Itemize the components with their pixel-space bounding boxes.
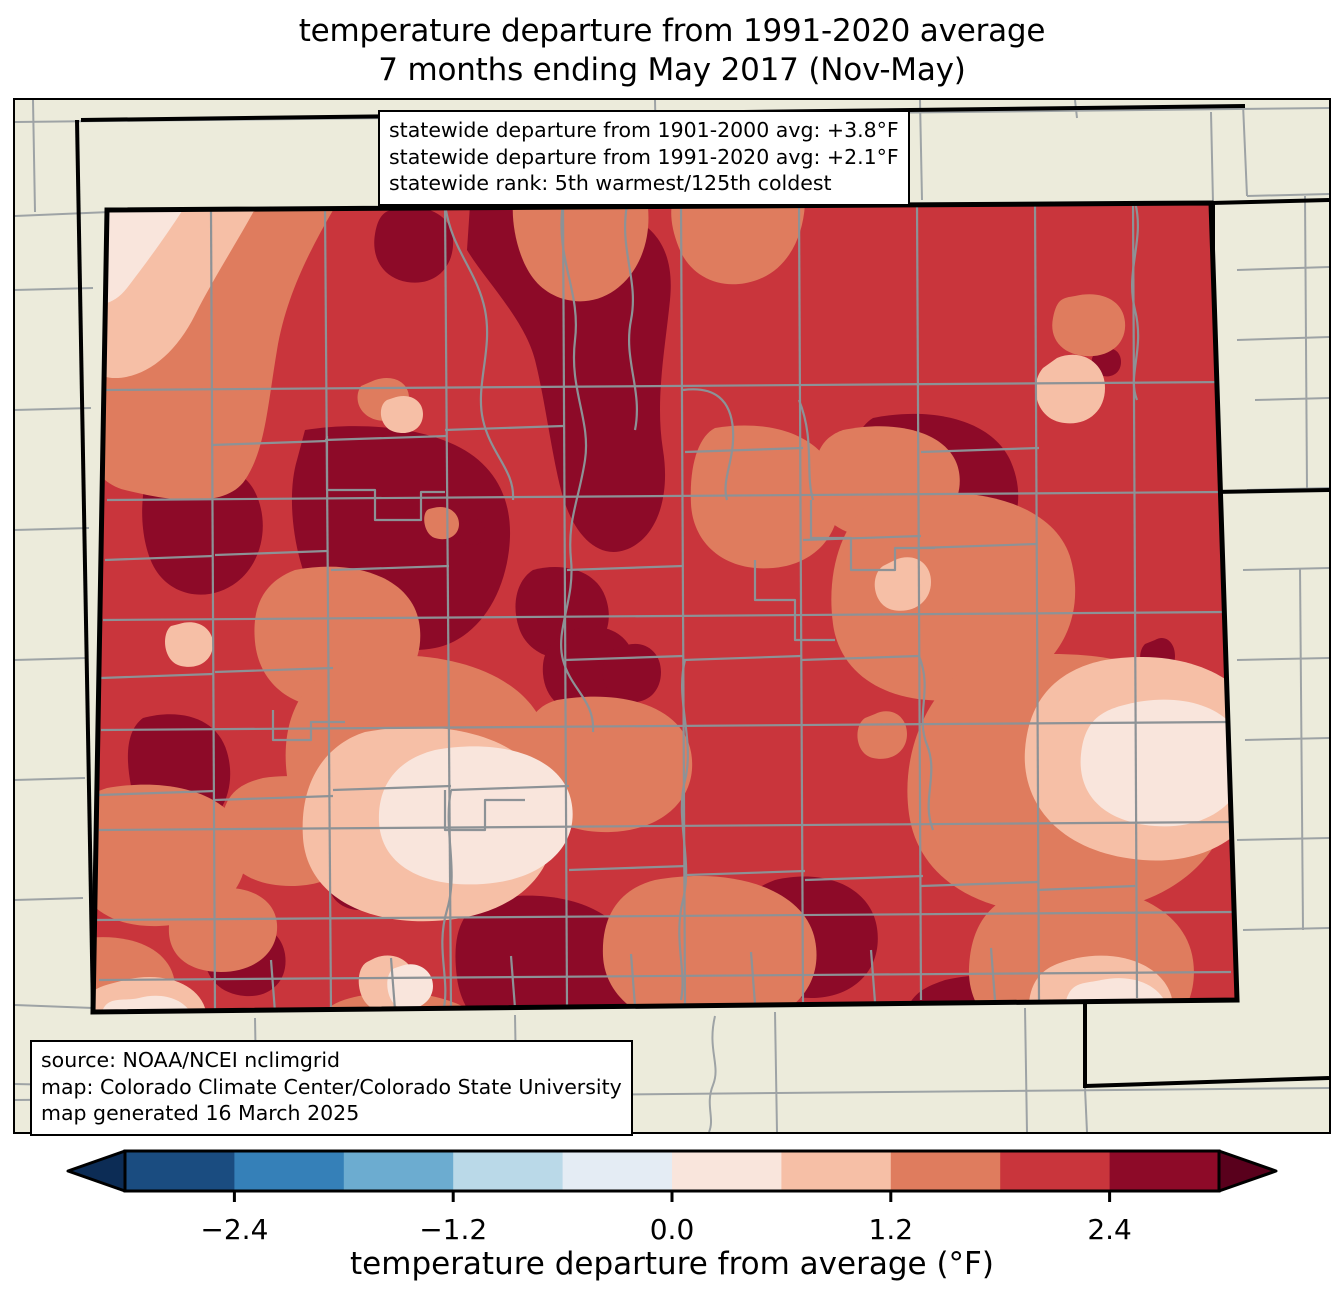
map-panel — [13, 98, 1331, 1134]
title-line-1: temperature departure from 1991-2020 ave… — [298, 13, 1046, 49]
colorbar-ticks — [232, 1191, 1112, 1202]
colorbar-tick-label: 0.0 — [650, 1213, 695, 1246]
stats-line-2: statewide departure from 1991-2020 avg: … — [389, 144, 899, 169]
source-attribution-box: source: NOAA/NCEI nclimgrid map: Colorad… — [30, 1040, 633, 1136]
stats-line-3: statewide rank: 5th warmest/125th coldes… — [389, 171, 832, 195]
colorado-temperature-map — [15, 100, 1329, 1132]
statewide-stats-box: statewide departure from 1901-2000 avg: … — [378, 110, 910, 206]
title-line-2: 7 months ending May 2017 (Nov-May) — [378, 52, 966, 88]
colorbar-tick-label: −1.2 — [419, 1213, 487, 1246]
colorbar-axis-label: temperature departure from average (°F) — [350, 1246, 994, 1282]
colorbar-tick-labels: −2.4 −1.2 0.0 1.2 2.4 — [200, 1213, 1131, 1246]
colorbar-tick-label: 1.2 — [869, 1213, 914, 1246]
page-title: temperature departure from 1991-2020 ave… — [0, 12, 1344, 90]
source-line-1: source: NOAA/NCEI nclimgrid — [41, 1048, 341, 1072]
source-line-3: map generated 16 March 2025 — [41, 1101, 360, 1125]
colorbar-bands — [66, 1149, 1278, 1193]
source-line-2: map: Colorado Climate Center/Colorado St… — [41, 1074, 622, 1099]
colorbar-tick-label: 2.4 — [1087, 1213, 1132, 1246]
stats-line-1: statewide departure from 1901-2000 avg: … — [389, 118, 899, 142]
colorbar: −2.4 −1.2 0.0 1.2 2.4 — [66, 1149, 1278, 1246]
temperature-contour-layer — [93, 203, 1237, 1012]
colorbar-tick-label: −2.4 — [200, 1213, 268, 1246]
colorbar-panel: −2.4 −1.2 0.0 1.2 2.4 — [0, 1146, 1344, 1299]
colorado-county-lines — [96, 203, 1234, 1012]
